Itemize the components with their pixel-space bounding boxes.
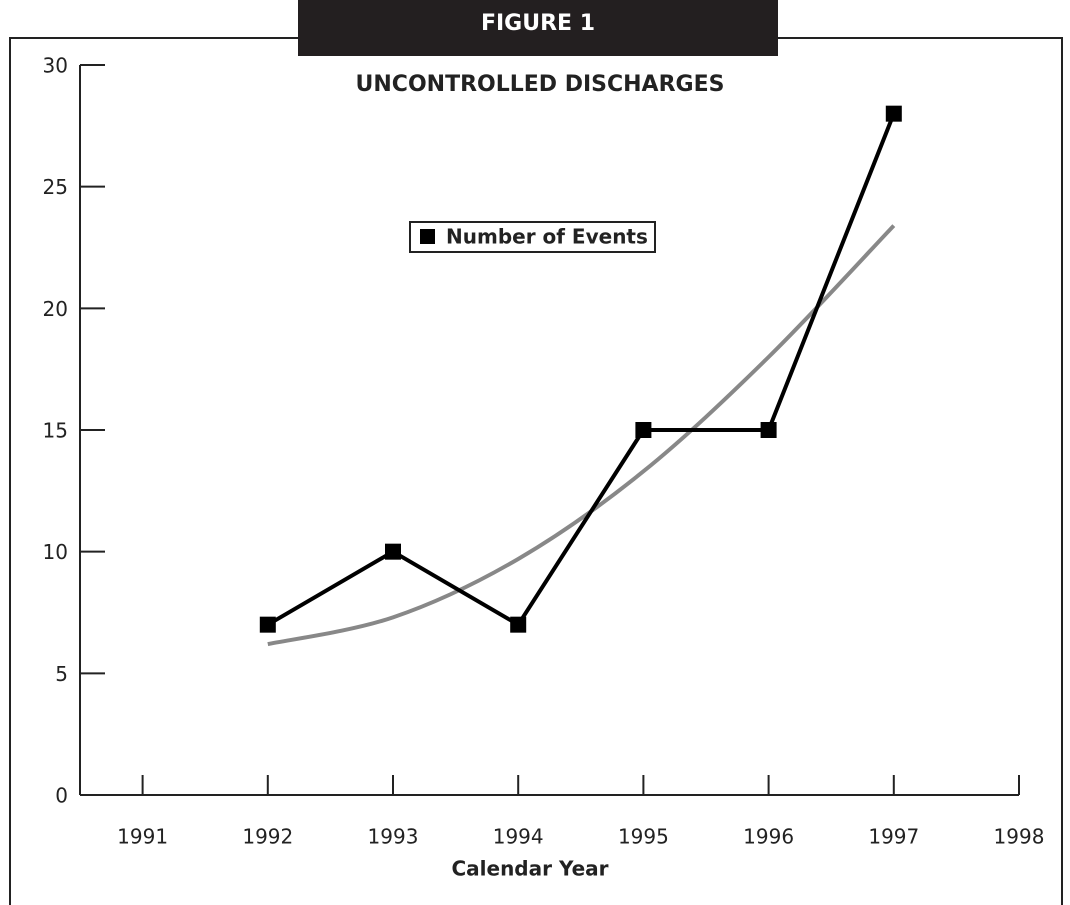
y-tick-label: 10 bbox=[43, 540, 68, 564]
header: FIGURE 1 bbox=[481, 11, 595, 36]
x-tick-label: 1994 bbox=[493, 825, 544, 849]
legend: Number of Events bbox=[409, 221, 656, 253]
line bbox=[266, 112, 896, 628]
x-tick-label: 1995 bbox=[618, 825, 669, 849]
marker bbox=[885, 105, 902, 122]
x-tick-label: 1993 bbox=[368, 825, 419, 849]
legend-label: Number of Events bbox=[446, 225, 648, 249]
marker bbox=[635, 422, 652, 438]
x-tick-label: 1997 bbox=[868, 825, 919, 849]
marker bbox=[760, 422, 777, 438]
y-tick-label: 15 bbox=[43, 419, 68, 443]
frame bbox=[9, 37, 1063, 905]
legend-marker bbox=[420, 229, 435, 244]
x-tick-label: 1991 bbox=[117, 825, 168, 849]
trend-line bbox=[267, 224, 896, 647]
legend-box bbox=[409, 221, 656, 253]
x-tick-label: 1992 bbox=[242, 825, 293, 849]
y-tick-label: 25 bbox=[43, 175, 68, 199]
y-tick-label: 5 bbox=[55, 662, 68, 686]
marker bbox=[259, 616, 276, 633]
marker bbox=[385, 543, 401, 560]
marker bbox=[510, 616, 527, 633]
x-tick-label: 1998 bbox=[994, 825, 1045, 849]
chart-title: UNCONTROLLED DISCHARGES bbox=[356, 72, 725, 97]
y-tick-label: 0 bbox=[55, 784, 68, 808]
y-tick-label: 30 bbox=[43, 54, 68, 78]
y-tick-label: 20 bbox=[43, 297, 68, 321]
x-tick-label: 1996 bbox=[743, 825, 794, 849]
header-box bbox=[298, 0, 778, 56]
x-axis-label: Calendar Year bbox=[451, 857, 608, 881]
